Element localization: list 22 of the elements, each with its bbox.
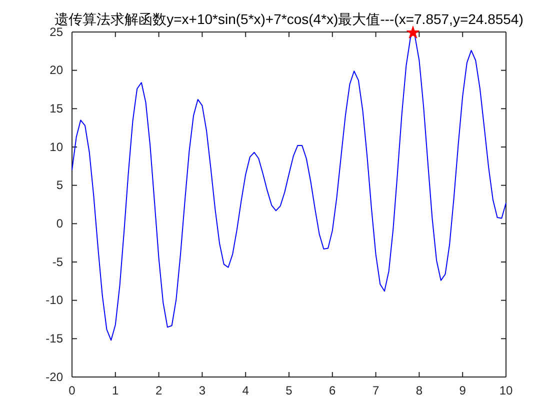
x-tick-label: 2 — [155, 384, 162, 398]
y-tick-label: 20 — [50, 63, 64, 78]
y-tick-label: -10 — [46, 293, 64, 308]
y-tick-label: 0 — [56, 216, 64, 231]
chart-title: 遗传算法求解函数y=x+10*sin(5*x)+7*cos(4*x)最大值---(x=7.857,y=24.8554) — [54, 11, 524, 27]
x-tick-label: 1 — [112, 384, 120, 398]
x-tick-label: 7 — [372, 384, 380, 398]
x-tick-label: 5 — [286, 384, 293, 398]
y-tick-label: 25 — [50, 24, 64, 39]
x-tick-label: 3 — [198, 384, 206, 398]
x-tick-label: 8 — [416, 384, 423, 398]
x-tick-label: 6 — [329, 384, 336, 398]
x-tick-label: 9 — [459, 384, 466, 398]
y-tick-label: 15 — [50, 102, 64, 116]
y-tick-label: 10 — [50, 140, 64, 154]
y-tick-label: -15 — [46, 332, 64, 346]
x-tick-label: 4 — [242, 384, 250, 398]
y-tick-label: -20 — [46, 370, 64, 384]
y-tick-label: -5 — [52, 254, 64, 269]
x-tick-label: 0 — [68, 384, 76, 398]
y-tick-label: 5 — [56, 178, 64, 192]
x-tick-label: 10 — [499, 384, 513, 398]
